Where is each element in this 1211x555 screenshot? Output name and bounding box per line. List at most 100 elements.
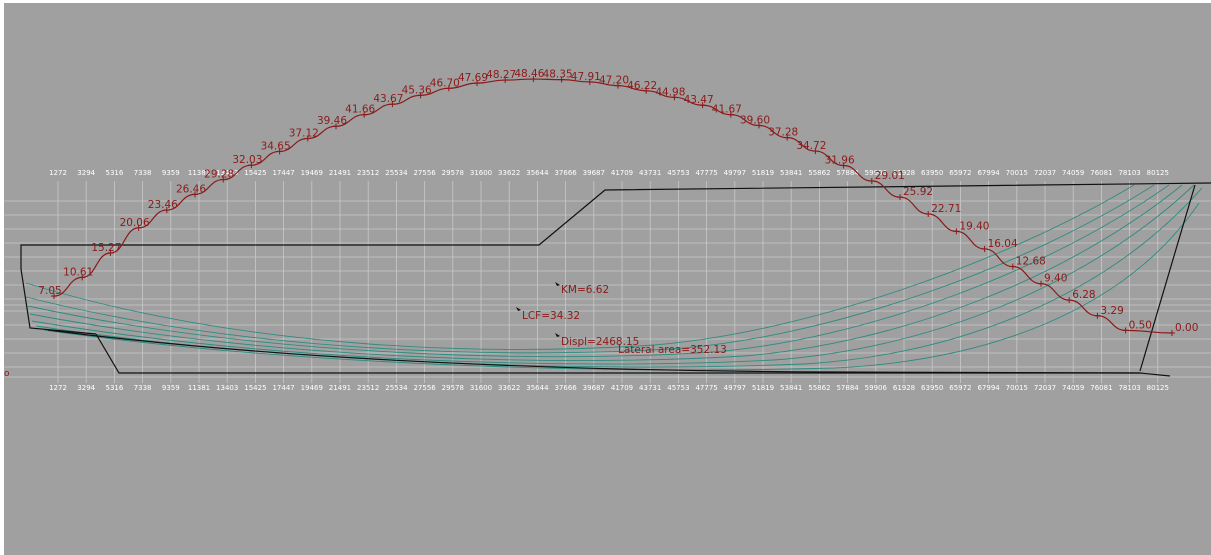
hull-stern-line <box>20 268 97 335</box>
station-tick-label: 15425 <box>244 169 266 177</box>
km-marker[interactable]: KM=6.62 <box>555 282 609 296</box>
station-tick-label: 33622 <box>498 169 520 177</box>
hydrostatics-plot: 1272 3294 5316 7338 9359 11381 13403 15425 17447… <box>4 68 1211 392</box>
curve-value-label: 46.70 <box>430 77 460 89</box>
curve-value-label: 34.65 <box>261 140 291 152</box>
station-tick-label: 51819 <box>752 384 774 392</box>
hull-bottom-curve <box>47 329 1141 374</box>
station-tick-label: 41709 <box>611 384 633 392</box>
curve-station-ticks <box>51 76 1175 336</box>
station-tick-label: 17447 <box>272 384 294 392</box>
station-tick-label: 47775 <box>695 169 717 177</box>
hydrostatic-markers: KM=6.62 LCF=34.32 Displ=2468.15 Lateral … <box>516 282 727 356</box>
station-tick-label: 1272 <box>49 169 67 177</box>
lcf-marker[interactable]: LCF=34.32 <box>516 307 580 322</box>
station-tick-label: 76081 <box>1090 384 1112 392</box>
station-tick-label: 3294 <box>77 384 95 392</box>
station-tick-label: 53841 <box>780 169 802 177</box>
station-tick-label: 33622 <box>498 384 520 392</box>
waterline-7 <box>43 202 1200 371</box>
station-tick-label: 37666 <box>554 169 577 177</box>
station-tick-label: 7338 <box>134 384 152 392</box>
waterlines <box>25 184 1203 371</box>
curve-value-label: 6.28 <box>1072 289 1095 301</box>
curve-value-label: 48.35 <box>543 69 573 81</box>
curve-value-label: 23.46 <box>148 199 178 211</box>
station-tick-label: 53841 <box>780 384 802 392</box>
station-tick-label: 19469 <box>301 384 323 392</box>
station-tick-label: 25534 <box>385 384 408 392</box>
displacement-marker[interactable]: Displ=2468.15 <box>555 333 639 348</box>
waterline-3 <box>27 184 1170 358</box>
station-tick-label: 70015 <box>1006 169 1028 177</box>
station-tick-label: 55862 <box>808 169 830 177</box>
curve-value-label: 39.46 <box>317 115 347 127</box>
station-tick-label: 57884 <box>836 384 859 392</box>
curve-value-label: 34.72 <box>796 140 826 152</box>
curve-value-label: 43.67 <box>373 93 403 105</box>
station-tick-label: 65972 <box>949 384 971 392</box>
station-tick-label: 35644 <box>526 384 549 392</box>
curve-value-label: 37.12 <box>289 127 319 139</box>
lcf-label: LCF=34.32 <box>522 310 580 322</box>
station-tick-label: 78103 <box>1118 384 1140 392</box>
station-tick-label: 70015 <box>1006 384 1028 392</box>
lcf-pointer-icon <box>516 307 521 311</box>
origin-marker: o <box>4 369 10 379</box>
curve-value-label: 48.46 <box>514 68 544 80</box>
hull-profile <box>20 182 1211 377</box>
curve-value-label: 3.29 <box>1100 305 1123 317</box>
station-tick-label: 31600 <box>470 384 492 392</box>
hull-deck-line <box>20 182 1211 269</box>
curve-value-label: 43.47 <box>684 94 714 106</box>
station-tick-label: 9359 <box>162 169 180 177</box>
station-tick-label: 1272 <box>49 384 67 392</box>
station-tick-label: 78103 <box>1118 169 1140 177</box>
curve-value-label: 37.28 <box>768 127 798 139</box>
station-tick-label: 23512 <box>357 384 379 392</box>
bottom-station-scale: 1272 3294 5316 7338 9359 11381 13403 15425 17447… <box>49 384 1169 392</box>
station-tick-label: 45753 <box>667 169 689 177</box>
curve-value-label: 47.69 <box>458 72 488 84</box>
station-tick-label: 72037 <box>1034 384 1056 392</box>
waterline-2 <box>25 184 1155 354</box>
station-tick-label: 47775 <box>695 384 717 392</box>
top-station-scale: 1272 3294 5316 7338 9359 11381 13403 15425 17447… <box>49 169 1169 177</box>
drawing-canvas[interactable]: 1272 3294 5316 7338 9359 11381 13403 15425 17447… <box>4 3 1211 555</box>
station-tick-label: 72037 <box>1034 169 1056 177</box>
curve-value-label: 44.98 <box>655 86 685 98</box>
station-tick-label: 27556 <box>413 169 436 177</box>
km-label: KM=6.62 <box>561 284 609 296</box>
hull-baseline <box>95 333 1171 377</box>
grid <box>4 181 1211 383</box>
station-tick-label: 11381 <box>188 384 210 392</box>
station-tick-label: 61928 <box>893 384 915 392</box>
curve-value-label: 22.71 <box>931 203 961 215</box>
station-tick-label: 63950 <box>921 384 943 392</box>
station-tick-label: 31600 <box>470 169 492 177</box>
station-tick-label: 21491 <box>329 384 351 392</box>
station-tick-label: 7338 <box>134 169 152 177</box>
displacement-pointer-icon <box>555 333 560 337</box>
curve-value-label: 0.00 <box>1175 322 1198 334</box>
station-tick-label: 3294 <box>77 169 95 177</box>
station-tick-label: 29578 <box>442 169 464 177</box>
station-tick-label: 43731 <box>639 384 661 392</box>
curve-value-label: 19.40 <box>959 220 989 232</box>
waterline-4 <box>29 184 1183 362</box>
station-tick-label: 17447 <box>272 169 294 177</box>
hull-bow-line <box>1139 184 1196 372</box>
station-tick-label: 51819 <box>752 169 774 177</box>
station-tick-label: 80125 <box>1147 169 1169 177</box>
station-tick-label: 76081 <box>1090 169 1112 177</box>
curve-value-label: 47.91 <box>571 71 601 83</box>
station-tick-label: 55862 <box>808 384 830 392</box>
displacement-curve <box>53 78 1173 334</box>
station-tick-label: 74059 <box>1062 384 1084 392</box>
station-tick-label: 59906 <box>865 384 888 392</box>
station-tick-label: 21491 <box>329 169 351 177</box>
curve-value-label: 31.96 <box>825 155 855 167</box>
station-tick-label: 41709 <box>611 169 633 177</box>
station-tick-label: 39687 <box>583 384 605 392</box>
curve-value-label: 41.66 <box>345 104 375 116</box>
